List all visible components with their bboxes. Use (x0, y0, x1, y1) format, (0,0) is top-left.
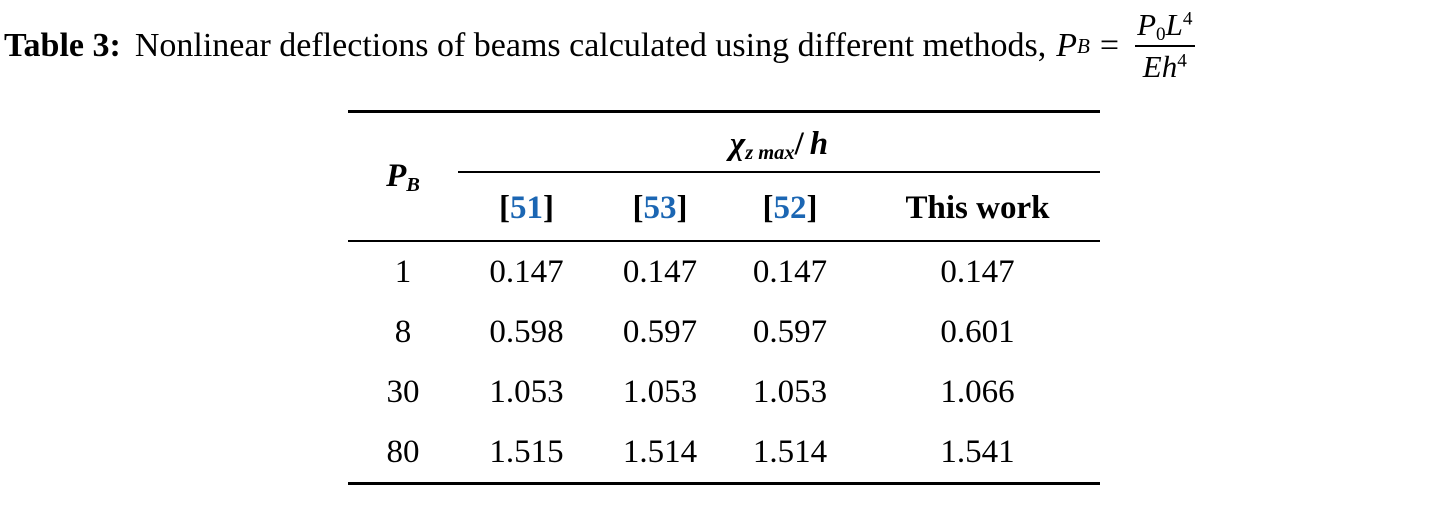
cell-value: 1.541 (940, 433, 1015, 470)
citation-51[interactable]: 51 (510, 190, 543, 227)
cell-value: 0.598 (489, 313, 564, 350)
table-header: PB χz max/h [51] [53] [52] This work (348, 113, 1100, 240)
citation-53[interactable]: 53 (643, 190, 677, 227)
chi-subscript: z max (745, 142, 795, 165)
header-ref-53: [53] (595, 190, 725, 227)
pb-value: 30 (386, 373, 420, 410)
span-header: χz max/h (458, 113, 1100, 174)
table-top-rule (348, 110, 1100, 114)
num-var-L: L (1165, 7, 1183, 42)
equals-sign: = (1099, 26, 1120, 64)
num-sup-4: 4 (1182, 8, 1193, 30)
cell-value: 0.147 (752, 253, 828, 290)
header-this-work: This work (905, 190, 1050, 227)
caption-text: Nonlinear deflections of beams calculate… (134, 26, 1047, 64)
pb-var: P (386, 158, 407, 195)
cell-value: 1.515 (489, 433, 564, 470)
den-var-h: h (1161, 49, 1178, 85)
table-bottom-rule (348, 482, 1100, 486)
formula-fraction: P0L4 Eh4 (1129, 7, 1200, 85)
table-row: 8 0.598 0.597 0.597 0.601 (348, 302, 1100, 362)
pb-value: 8 (394, 313, 412, 350)
cell-value: 0.601 (940, 313, 1015, 350)
cell-value: 1.053 (489, 373, 564, 410)
table-row: 30 1.053 1.053 1.053 1.066 (348, 362, 1100, 422)
cell-value: 0.597 (752, 313, 828, 350)
pb-value: 80 (386, 433, 420, 470)
results-table: PB χz max/h [51] [53] [52] This work 1 0… (348, 110, 1100, 486)
cell-value: 0.147 (940, 253, 1015, 290)
cell-value: 0.597 (622, 313, 698, 350)
bracket-open: [ (499, 190, 510, 227)
cell-value: 1.514 (752, 433, 828, 470)
caption-label: Table 3: (4, 26, 121, 64)
h-var: h (809, 126, 829, 163)
cell-value: 0.147 (489, 253, 564, 290)
citation-52[interactable]: 52 (773, 190, 807, 227)
bracket-open: [ (632, 190, 644, 227)
num-var-P: P (1137, 7, 1157, 42)
bracket-close: ] (806, 190, 818, 227)
fraction-numerator: P0L4 (1129, 7, 1200, 45)
header-ref-51: [51] (458, 190, 595, 227)
header-right: χz max/h [51] [53] [52] This work (458, 113, 1100, 240)
table-row: 80 1.515 1.514 1.514 1.541 (348, 422, 1100, 482)
cell-value: 1.066 (940, 373, 1015, 410)
table-row: 1 0.147 0.147 0.147 0.147 (348, 242, 1100, 302)
column-headers: [51] [53] [52] This work (458, 173, 1100, 240)
den-var-E: E (1142, 49, 1162, 85)
table-body: 1 0.147 0.147 0.147 0.147 8 0.598 0.597 … (348, 242, 1100, 482)
bracket-open: [ (762, 190, 774, 227)
slash: / (794, 126, 804, 163)
bracket-close: ] (543, 190, 554, 227)
num-sub-0: 0 (1156, 23, 1166, 45)
header-body-rule (348, 240, 1100, 243)
cell-value: 0.147 (622, 253, 698, 290)
fraction-denominator: Eh4 (1134, 45, 1195, 85)
pb-value: 1 (394, 253, 412, 290)
table-caption: Table 3: Nonlinear deflections of beams … (0, 0, 1448, 84)
header-pb: PB (348, 113, 458, 240)
den-sup-4: 4 (1177, 50, 1187, 72)
formula-var: P (1056, 26, 1078, 64)
header-ref-52: [52] (725, 190, 855, 227)
chi-symbol: χ (729, 126, 746, 163)
bracket-close: ] (676, 190, 688, 227)
cell-value: 1.053 (622, 373, 698, 410)
pb-sub: B (406, 174, 420, 197)
cell-value: 1.053 (752, 373, 828, 410)
cell-value: 1.514 (622, 433, 698, 470)
